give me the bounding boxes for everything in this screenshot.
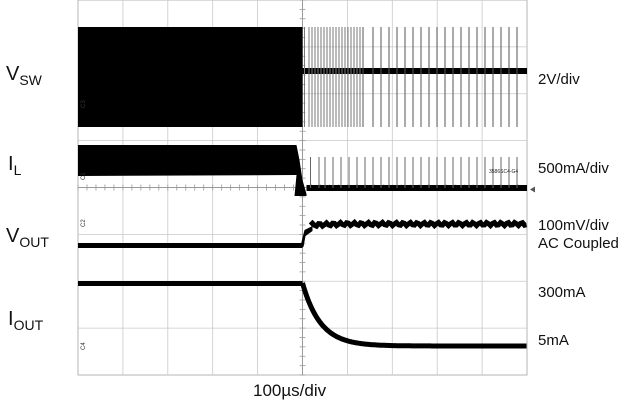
scale-vout: 100mV/div [538,217,609,234]
label-iout-sub: OUT [13,317,44,333]
trace-vsw [78,27,527,127]
trace-il: 3586SC4-G4 [78,145,527,196]
label-vsw-main: V [6,63,20,85]
label-vout: VOUT [6,225,49,250]
scale-il: 500mA/div [538,160,609,177]
scale-vout-coupling: AC Coupled [538,235,619,252]
channel-marker: C4 [81,342,87,350]
vsw-switching-band [78,27,303,127]
watermark-text: 3586SC4-G4 [489,169,518,175]
channel-marker: C3 [81,100,87,108]
label-vout-main: V [6,225,20,247]
timebase-label: 100µs/div [253,381,327,400]
label-iout: IOUT [8,308,43,333]
scale-iout-high: 300mA [538,284,586,301]
vout-post-level [308,218,527,230]
vsw-baseline [302,68,527,74]
label-vsw-sub: SW [19,72,42,88]
iout-decay [300,282,527,349]
channel-markers: C3 C1 C2 C4 [81,100,535,350]
il-baseline [306,185,527,191]
label-il-sub: L [13,162,22,178]
label-iout-main: I [8,308,14,330]
trace-vout [78,218,527,248]
channel-marker: C1 [81,172,87,180]
il-ripple-band [78,145,307,196]
iout-high-level [78,281,303,286]
label-il: IL [8,153,21,178]
scale-iout-low: 5mA [538,332,569,349]
label-il-main: I [8,153,14,175]
trace-iout [78,281,527,349]
vout-step [300,226,313,247]
vout-pre-level [78,243,303,248]
channel-marker: C2 [81,219,87,227]
label-vout-sub: OUT [19,234,49,250]
scale-vsw: 2V/div [538,71,580,88]
trigger-arrow [530,186,535,193]
label-vsw: VSW [6,63,42,88]
